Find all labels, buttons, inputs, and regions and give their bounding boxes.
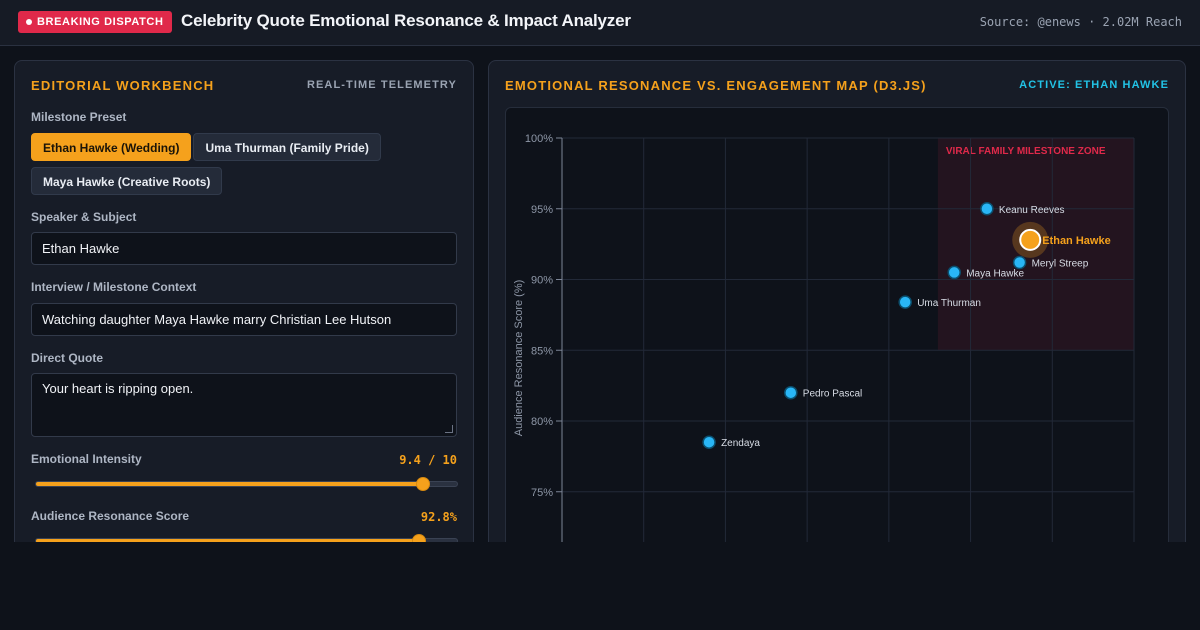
active-speaker-label: ACTIVE: ETHAN HAWKE [1019, 79, 1169, 91]
page-bottom [0, 542, 1200, 630]
source-reach: Source: @enews · 2.02M Reach [979, 15, 1182, 29]
data-label-maya-hawke: Maya Hawke [966, 268, 1024, 279]
data-label-uma-thurman: Uma Thurman [917, 298, 981, 309]
y-tick-label: 75% [531, 487, 553, 499]
live-dot-icon [26, 19, 32, 25]
data-point-meryl-streep [1012, 255, 1027, 270]
context-input[interactable]: Watching daughter Maya Hawke marry Chris… [31, 303, 457, 336]
resize-grip-icon[interactable] [445, 425, 453, 433]
y-tick-label: 100% [525, 133, 553, 145]
y-tick-label: 80% [531, 416, 553, 428]
quote-textarea[interactable]: Your heart is ripping open. [31, 373, 457, 437]
intensity-slider-thumb[interactable] [416, 477, 431, 491]
speaker-label: Speaker & Subject [31, 210, 137, 224]
intensity-slider[interactable] [35, 477, 458, 491]
y-tick-label: 95% [531, 204, 553, 216]
resonance-map-panel: EMOTIONAL RESONANCE VS. ENGAGEMENT MAP (… [488, 60, 1186, 577]
top-bar: BREAKING DISPATCH Celebrity Quote Emotio… [0, 0, 1200, 46]
resonance-slider-fill [36, 539, 419, 543]
preset-chip-uma-thurman[interactable]: Uma Thurman (Family Pride) [193, 133, 381, 161]
data-label-zendaya: Zendaya [721, 438, 760, 449]
data-point-maya-hawke [947, 265, 961, 280]
app-title: Celebrity Quote Emotional Resonance & Im… [181, 11, 631, 30]
data-point-keanu-reeves [980, 202, 994, 216]
breaking-badge: BREAKING DISPATCH [18, 11, 172, 33]
y-axis-label: Audience Resonance Score (%) [513, 280, 525, 437]
intensity-label: Emotional Intensity [31, 452, 142, 466]
telemetry-label: REAL-TIME TELEMETRY [306, 79, 457, 91]
data-label-keanu-reeves: Keanu Reeves [999, 205, 1065, 216]
intensity-value: 9.4 / 10 [399, 453, 457, 467]
data-label-ethan-hawke: Ethan Hawke [1042, 235, 1110, 247]
resonance-value: 92.8% [420, 510, 457, 524]
context-value: Watching daughter Maya Hawke marry Chris… [42, 312, 392, 327]
context-label: Interview / Milestone Context [31, 280, 197, 294]
intensity-slider-fill [36, 482, 424, 486]
viral-zone-label: VIRAL FAMILY MILESTONE ZONE [946, 146, 1106, 157]
y-tick-label: 85% [531, 345, 553, 357]
preset-chips: Ethan Hawke (Wedding) Uma Thurman (Family… [31, 133, 461, 201]
preset-chip-maya-hawke[interactable]: Maya Hawke (Creative Roots) [31, 167, 223, 195]
speaker-input[interactable]: Ethan Hawke [31, 232, 457, 265]
preset-label: Milestone Preset [31, 110, 127, 124]
map-header: EMOTIONAL RESONANCE VS. ENGAGEMENT MAP (… [505, 78, 1169, 96]
scatter-chart: VIRAL FAMILY MILESTONE ZONE 75% 80% 85% 90% 9… [513, 133, 1135, 576]
data-label-meryl-streep: Meryl Streep [1032, 259, 1089, 270]
map-title: EMOTIONAL RESONANCE VS. ENGAGEMENT MAP (… [505, 78, 927, 93]
data-point-zendaya [702, 435, 716, 449]
data-point-pedro-pascal [784, 385, 798, 400]
quote-label: Direct Quote [31, 351, 104, 365]
resonance-label: Audience Resonance Score [31, 509, 190, 523]
quote-value: Your heart is ripping open. [42, 381, 194, 396]
editorial-workbench-panel: EDITORIAL WORKBENCH REAL-TIME TELEMETRY … [14, 60, 474, 560]
data-point-ethan-hawke [1019, 228, 1042, 251]
preset-chip-ethan-hawke[interactable]: Ethan Hawke (Wedding) [31, 133, 192, 161]
speaker-value: Ethan Hawke [42, 241, 120, 256]
workbench-title: EDITORIAL WORKBENCH [31, 78, 215, 93]
data-label-pedro-pascal: Pedro Pascal [803, 389, 862, 400]
badge-label: BREAKING DISPATCH [37, 16, 164, 28]
chart-container: VIRAL FAMILY MILESTONE ZONE 75% 80% 85% 90% 9… [505, 107, 1169, 577]
data-point-uma-thurman [898, 295, 912, 309]
y-tick-label: 90% [531, 275, 553, 287]
workbench-header: EDITORIAL WORKBENCH REAL-TIME TELEMETRY [31, 78, 457, 96]
